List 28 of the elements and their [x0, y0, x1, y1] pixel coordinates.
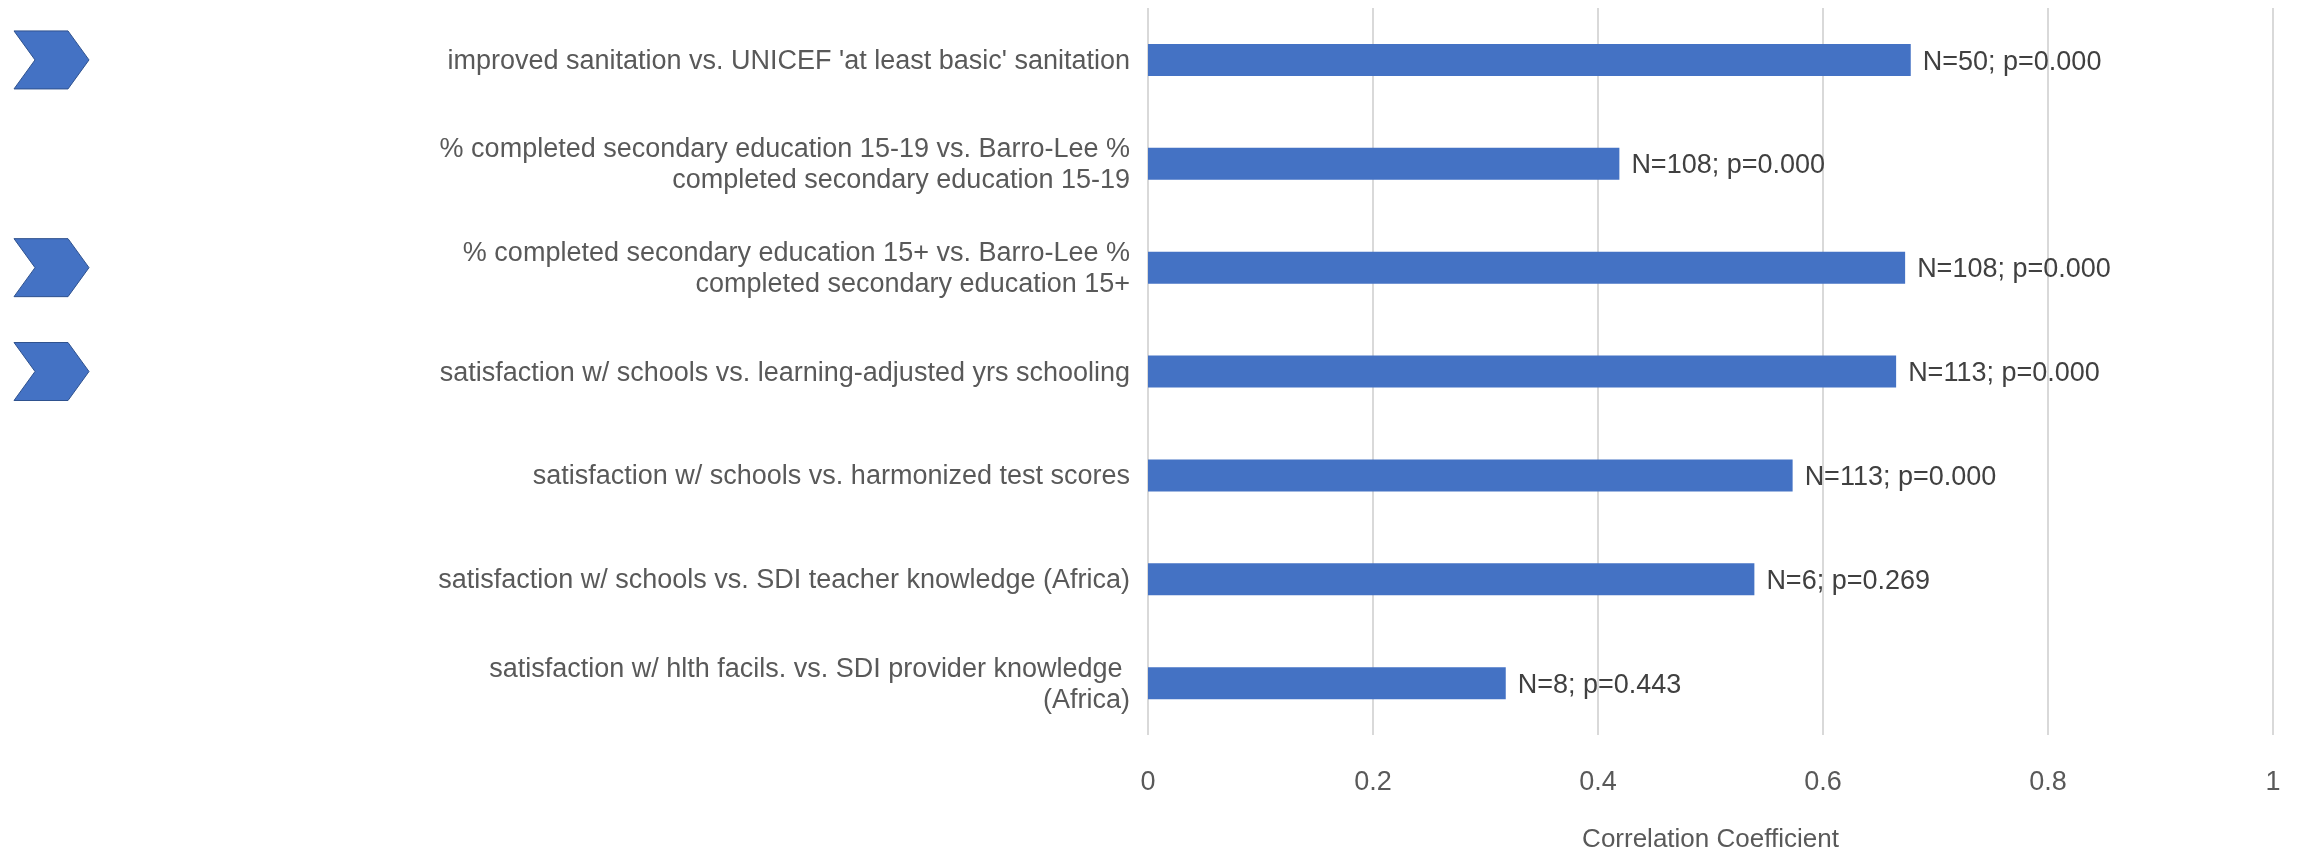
data-label: N=108; p=0.000: [1917, 253, 2111, 284]
bar: [1148, 563, 1755, 596]
x-axis-title: Correlation Coefficient: [1582, 823, 1840, 853]
data-label: N=8; p=0.443: [1517, 668, 1682, 699]
data-label: N=50; p=0.000: [1922, 45, 2102, 76]
y-tick-label: improved sanitation vs. UNICEF 'at least basic' sanitation: [447, 44, 1130, 75]
x-tick-label: 0.6: [1804, 766, 1842, 797]
data-label: N=6; p=0.269: [1766, 564, 1931, 595]
y-tick-label: satisfaction w/ schools vs. SDI teacher knowledge (Africa): [438, 564, 1130, 595]
x-tick-label: 0: [1140, 766, 1156, 797]
bar: [1148, 355, 1897, 388]
data-label: N=108; p=0.000: [1631, 149, 1826, 180]
bar: [1148, 667, 1506, 700]
y-tick-label: satisfaction w/ schools vs. learning-adjusted yrs schooling: [439, 356, 1130, 387]
y-tick-label: satisfaction w/ schools vs. harmonized test scores: [532, 460, 1130, 491]
x-tick-label: 0.4: [1579, 766, 1617, 797]
data-label: N=113; p=0.000: [1908, 357, 2100, 388]
x-tick-label: 0.2: [1354, 766, 1392, 797]
bar: [1148, 251, 1906, 284]
y-tick-label: satisfaction w/ hlth facils. vs. SDI provider knowledge (Africa): [489, 652, 1130, 714]
bar: [1148, 459, 1793, 492]
x-tick-label: 1: [2265, 766, 2281, 797]
bar: [1148, 147, 1620, 180]
data-label: N=113; p=0.000: [1804, 461, 1997, 492]
x-tick-label: 0.8: [2029, 766, 2067, 797]
bar: [1148, 44, 1911, 76]
y-tick-label: % completed secondary education 15+ vs. Barro-Lee % completed secondary education 15+: [462, 237, 1130, 299]
y-tick-label: % completed secondary education 15-19 vs. Barro-Lee % completed secondary education 15-19: [439, 133, 1130, 195]
